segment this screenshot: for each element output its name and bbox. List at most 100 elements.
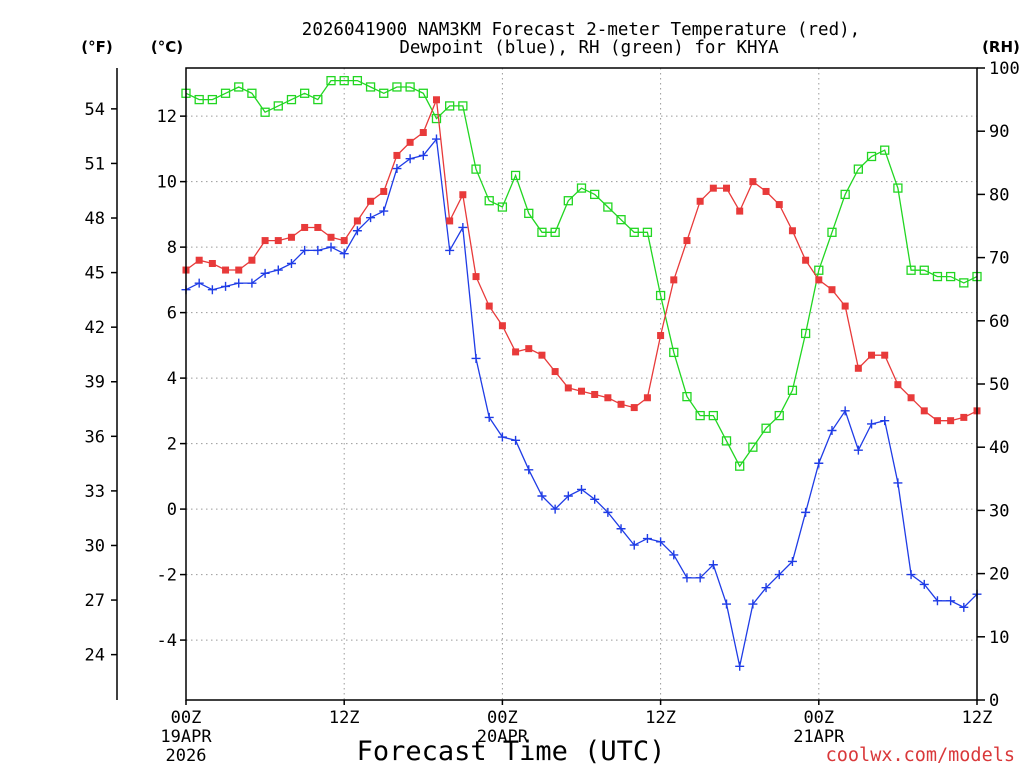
dewpoint-marker <box>946 596 956 606</box>
2-meter-temperature-marker <box>287 233 295 241</box>
dewpoint-marker <box>919 579 929 589</box>
dewpoint-marker <box>445 245 455 255</box>
chart-title-line-2: Dewpoint (blue), RH (green) for KHYA <box>399 38 779 58</box>
rh-tick-label: 10 <box>989 628 1009 648</box>
dewpoint-marker <box>682 573 692 583</box>
x-tick-label: 12Z <box>329 708 360 728</box>
rh-marker <box>392 82 402 92</box>
2-meter-temperature-marker <box>828 286 836 294</box>
rh-axis-unit: (RH) <box>982 38 1020 56</box>
rh-marker <box>484 196 494 206</box>
celsius-tick-label: 8 <box>167 238 177 258</box>
rh-marker <box>642 227 653 237</box>
2-meter-temperature-marker <box>683 237 691 245</box>
celsius-tick-label: 0 <box>167 500 177 520</box>
2-meter-temperature-marker <box>723 184 731 192</box>
2-meter-temperature-marker <box>643 394 651 402</box>
rh-marker <box>945 271 956 282</box>
celsius-tick-label: -2 <box>157 566 177 586</box>
rh-marker <box>207 94 218 105</box>
2-meter-temperature-marker <box>498 322 506 330</box>
2-meter-temperature-marker <box>538 351 546 359</box>
dewpoint-marker <box>695 573 705 583</box>
rh-marker <box>537 227 547 237</box>
dewpoint-marker <box>563 491 573 501</box>
dewpoint-marker <box>392 164 402 174</box>
dewpoint-marker <box>511 435 521 445</box>
dewpoint-marker <box>471 353 481 363</box>
2-meter-temperature-marker <box>920 407 928 415</box>
dewpoint-marker <box>590 494 600 504</box>
rh-marker <box>550 227 560 237</box>
rh-tick-label: 0 <box>989 691 999 711</box>
dewpoint-marker <box>735 661 745 671</box>
rh-marker <box>761 423 771 433</box>
2-meter-temperature-marker <box>762 187 770 195</box>
2-meter-temperature-marker <box>894 381 902 389</box>
rh-tick-label: 30 <box>989 501 1009 521</box>
dewpoint-marker <box>656 537 666 547</box>
2-meter-temperature-marker <box>353 217 361 225</box>
2-meter-temperature-marker <box>907 394 915 402</box>
fahrenheit-tick-label: 42 <box>85 318 105 338</box>
rh-tick-label: 40 <box>989 438 1009 458</box>
dewpoint-marker <box>484 412 494 422</box>
2-meter-temperature-marker <box>419 129 427 137</box>
rh-marker <box>748 442 758 452</box>
2-meter-temperature-marker <box>881 351 889 359</box>
2-meter-temperature-marker <box>512 348 520 356</box>
2-meter-temperature-marker <box>933 417 941 425</box>
fahrenheit-tick-label: 24 <box>85 646 105 666</box>
2-meter-temperature-marker <box>775 201 783 209</box>
rh-series <box>181 75 982 471</box>
rh-marker <box>814 265 824 275</box>
dewpoint-marker <box>669 550 679 560</box>
dewpoint-marker <box>352 226 362 236</box>
dewpoint-marker <box>273 265 283 275</box>
rh-marker <box>735 461 745 471</box>
x-tick-label: 20APR <box>477 727 529 747</box>
dewpoint-marker <box>339 249 349 259</box>
celsius-tick-label: 4 <box>167 369 177 389</box>
2-meter-temperature-marker <box>446 217 454 225</box>
x-tick-label: 19APR <box>160 727 212 747</box>
2-meter-temperature-marker <box>367 197 375 205</box>
celsius-tick-label: -4 <box>157 631 177 651</box>
rh-tick-label: 90 <box>989 122 1009 142</box>
2-meter-temperature-marker <box>578 387 585 395</box>
celsius-tick-label: 10 <box>157 173 177 193</box>
rh-marker <box>313 94 323 105</box>
dewpoint-marker <box>194 278 204 288</box>
dewpoint-marker <box>774 570 784 580</box>
fahrenheit-tick-label: 51 <box>85 154 105 174</box>
rh-tick-label: 50 <box>989 375 1009 395</box>
rh-marker <box>260 107 270 117</box>
rh-marker <box>800 328 811 339</box>
2-meter-temperature-marker <box>630 404 638 412</box>
dewpoint-marker <box>418 150 428 160</box>
rh-marker <box>326 75 336 86</box>
x-tick-label: 2026 <box>166 746 207 766</box>
grid-lines <box>186 68 977 700</box>
rh-marker <box>669 347 679 358</box>
rh-marker <box>431 113 442 124</box>
dewpoint-marker <box>537 491 547 501</box>
dewpoint-marker <box>207 285 217 295</box>
celsius-tick-label: 6 <box>167 304 177 324</box>
dewpoint-marker <box>366 213 376 223</box>
2-meter-temperature-marker <box>301 223 309 231</box>
2-meter-temperature-marker <box>525 345 533 353</box>
2-meter-temperature-series <box>182 96 981 425</box>
2-meter-temperature-marker <box>854 364 862 372</box>
dewpoint-marker <box>326 242 336 252</box>
dewpoint-marker <box>840 406 850 416</box>
x-tick-label: 12Z <box>962 708 993 728</box>
2-meter-temperature-marker <box>591 390 599 398</box>
rh-marker <box>299 88 310 98</box>
2-meter-temperature-marker <box>222 266 230 274</box>
2-meter-temperature-marker <box>960 413 968 421</box>
dewpoint-marker <box>458 222 468 232</box>
rh-marker <box>880 145 890 155</box>
rh-marker <box>497 202 508 212</box>
x-tick-label: 00Z <box>171 708 202 728</box>
